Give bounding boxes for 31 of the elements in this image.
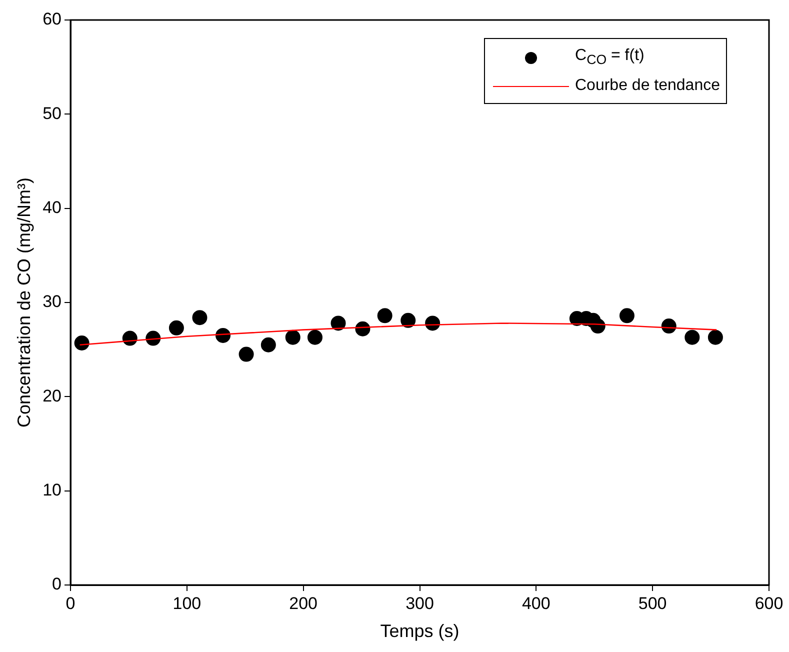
- x-tick-label: 500: [638, 594, 667, 613]
- point: [192, 310, 208, 326]
- y-tick-label: 40: [42, 198, 62, 218]
- x-tick-label: 200: [289, 594, 318, 613]
- x-tick-label: 400: [522, 594, 550, 613]
- legend-label: C$_{CO}$ = f(t): [575, 46, 644, 70]
- x-tick-label: 100: [172, 594, 202, 613]
- point: [285, 330, 300, 345]
- y-tick-label: 30: [42, 292, 62, 312]
- point: [377, 308, 392, 324]
- x-tick-label: 600: [754, 594, 784, 613]
- point: [74, 335, 90, 350]
- point: [260, 337, 276, 352]
- legend-label: Courbe de tendance: [575, 76, 720, 96]
- x-tick-label: 0: [66, 594, 76, 613]
- point: [307, 330, 322, 345]
- point: [684, 330, 700, 345]
- y-tick-label: 20: [42, 386, 62, 406]
- x-axis-title: Temps (s): [380, 621, 460, 642]
- y-axis-title: Concentration de CO (mg/Nm³): [14, 177, 34, 428]
- point: [400, 312, 416, 328]
- point: [708, 330, 723, 345]
- y-tick-label: 50: [42, 104, 62, 123]
- point: [330, 316, 346, 331]
- point: [168, 320, 184, 336]
- point: [619, 308, 634, 324]
- y-tick-label: 10: [42, 480, 62, 500]
- y-tick-label: 0: [52, 574, 62, 594]
- x-tick-label: 300: [406, 594, 434, 613]
- point: [238, 346, 254, 362]
- y-tick-label: 60: [42, 10, 62, 29]
